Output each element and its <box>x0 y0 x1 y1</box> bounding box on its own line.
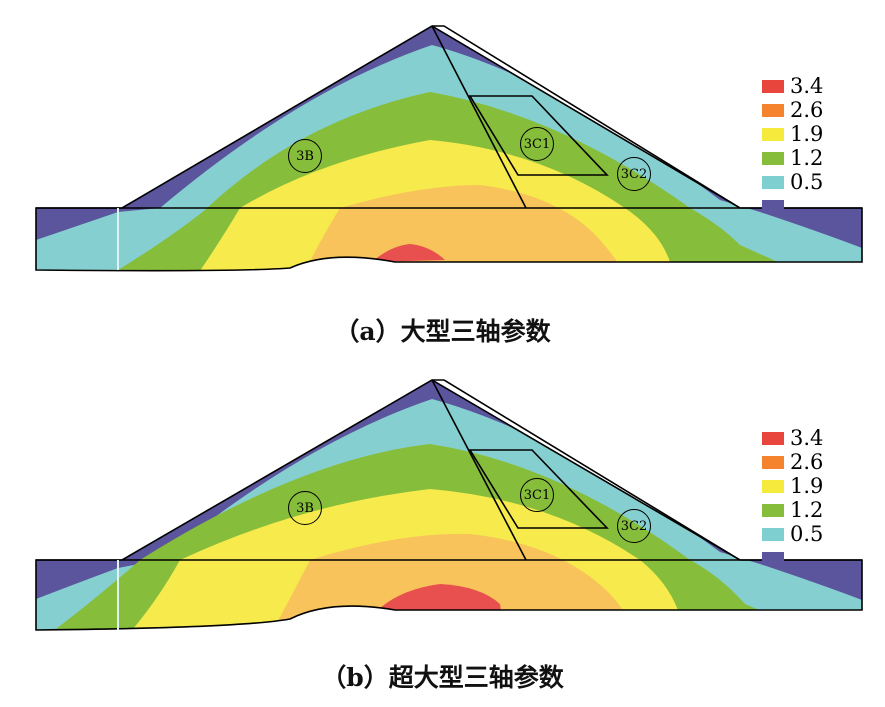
legend-entry: 0.5 <box>762 170 823 194</box>
contour-map-a <box>35 25 863 272</box>
legend-entry: 1.2 <box>762 498 823 522</box>
contour-map-b <box>35 379 863 631</box>
legend-label: 1.2 <box>790 497 824 522</box>
legend-swatch <box>762 127 784 141</box>
legend-swatch <box>762 551 784 565</box>
legend-label: 3.4 <box>790 425 824 450</box>
zone-label-3c1: 3C1 <box>520 478 554 512</box>
legend-label: 3.4 <box>790 73 824 98</box>
panel-b: 3B 3C1 3C2 3.4 2.6 1.9 1.2 0.5 （b）超大型三轴参… <box>0 354 885 707</box>
legend-label: 2.6 <box>790 449 824 474</box>
zone-label-3b: 3B <box>288 139 322 173</box>
legend-swatch <box>762 479 784 493</box>
caption-a: （a）大型三轴参数 <box>334 317 551 346</box>
legend-label: 1.2 <box>790 145 824 170</box>
legend-entry: 2.6 <box>762 450 823 474</box>
legend-swatch <box>762 175 784 189</box>
legend-entry: 3.4 <box>762 426 823 450</box>
zone-label-3c2: 3C2 <box>617 157 651 191</box>
legend-swatch <box>762 79 784 93</box>
caption-b: （b）超大型三轴参数 <box>321 663 564 692</box>
zone-label-3c2: 3C2 <box>617 509 651 543</box>
legend-entry: 3.4 <box>762 74 823 98</box>
legend-swatch <box>762 199 784 213</box>
legend-entry: 1.2 <box>762 146 823 170</box>
legend-label: 1.9 <box>790 121 824 146</box>
legend-entry: 2.6 <box>762 98 823 122</box>
zone-label-3c1: 3C1 <box>520 127 554 161</box>
legend-label: 2.6 <box>790 97 824 122</box>
legend-entry: 1.9 <box>762 474 823 498</box>
legend-entry <box>762 194 784 218</box>
zone-label-3b: 3B <box>288 491 322 525</box>
legend-swatch <box>762 431 784 445</box>
legend-label: 0.5 <box>790 521 824 546</box>
legend-swatch <box>762 503 784 517</box>
legend-swatch <box>762 527 784 541</box>
legend-swatch <box>762 455 784 469</box>
panel-a: 3B 3C1 3C2 3.4 2.6 1.9 1.2 0.5 （a）大型三轴参数 <box>0 0 885 350</box>
legend-entry: 0.5 <box>762 522 823 546</box>
legend-entry <box>762 546 784 570</box>
legend-swatch <box>762 151 784 165</box>
legend-entry: 1.9 <box>762 122 823 146</box>
legend-label: 1.9 <box>790 473 824 498</box>
legend-label: 0.5 <box>790 169 824 194</box>
legend-swatch <box>762 103 784 117</box>
